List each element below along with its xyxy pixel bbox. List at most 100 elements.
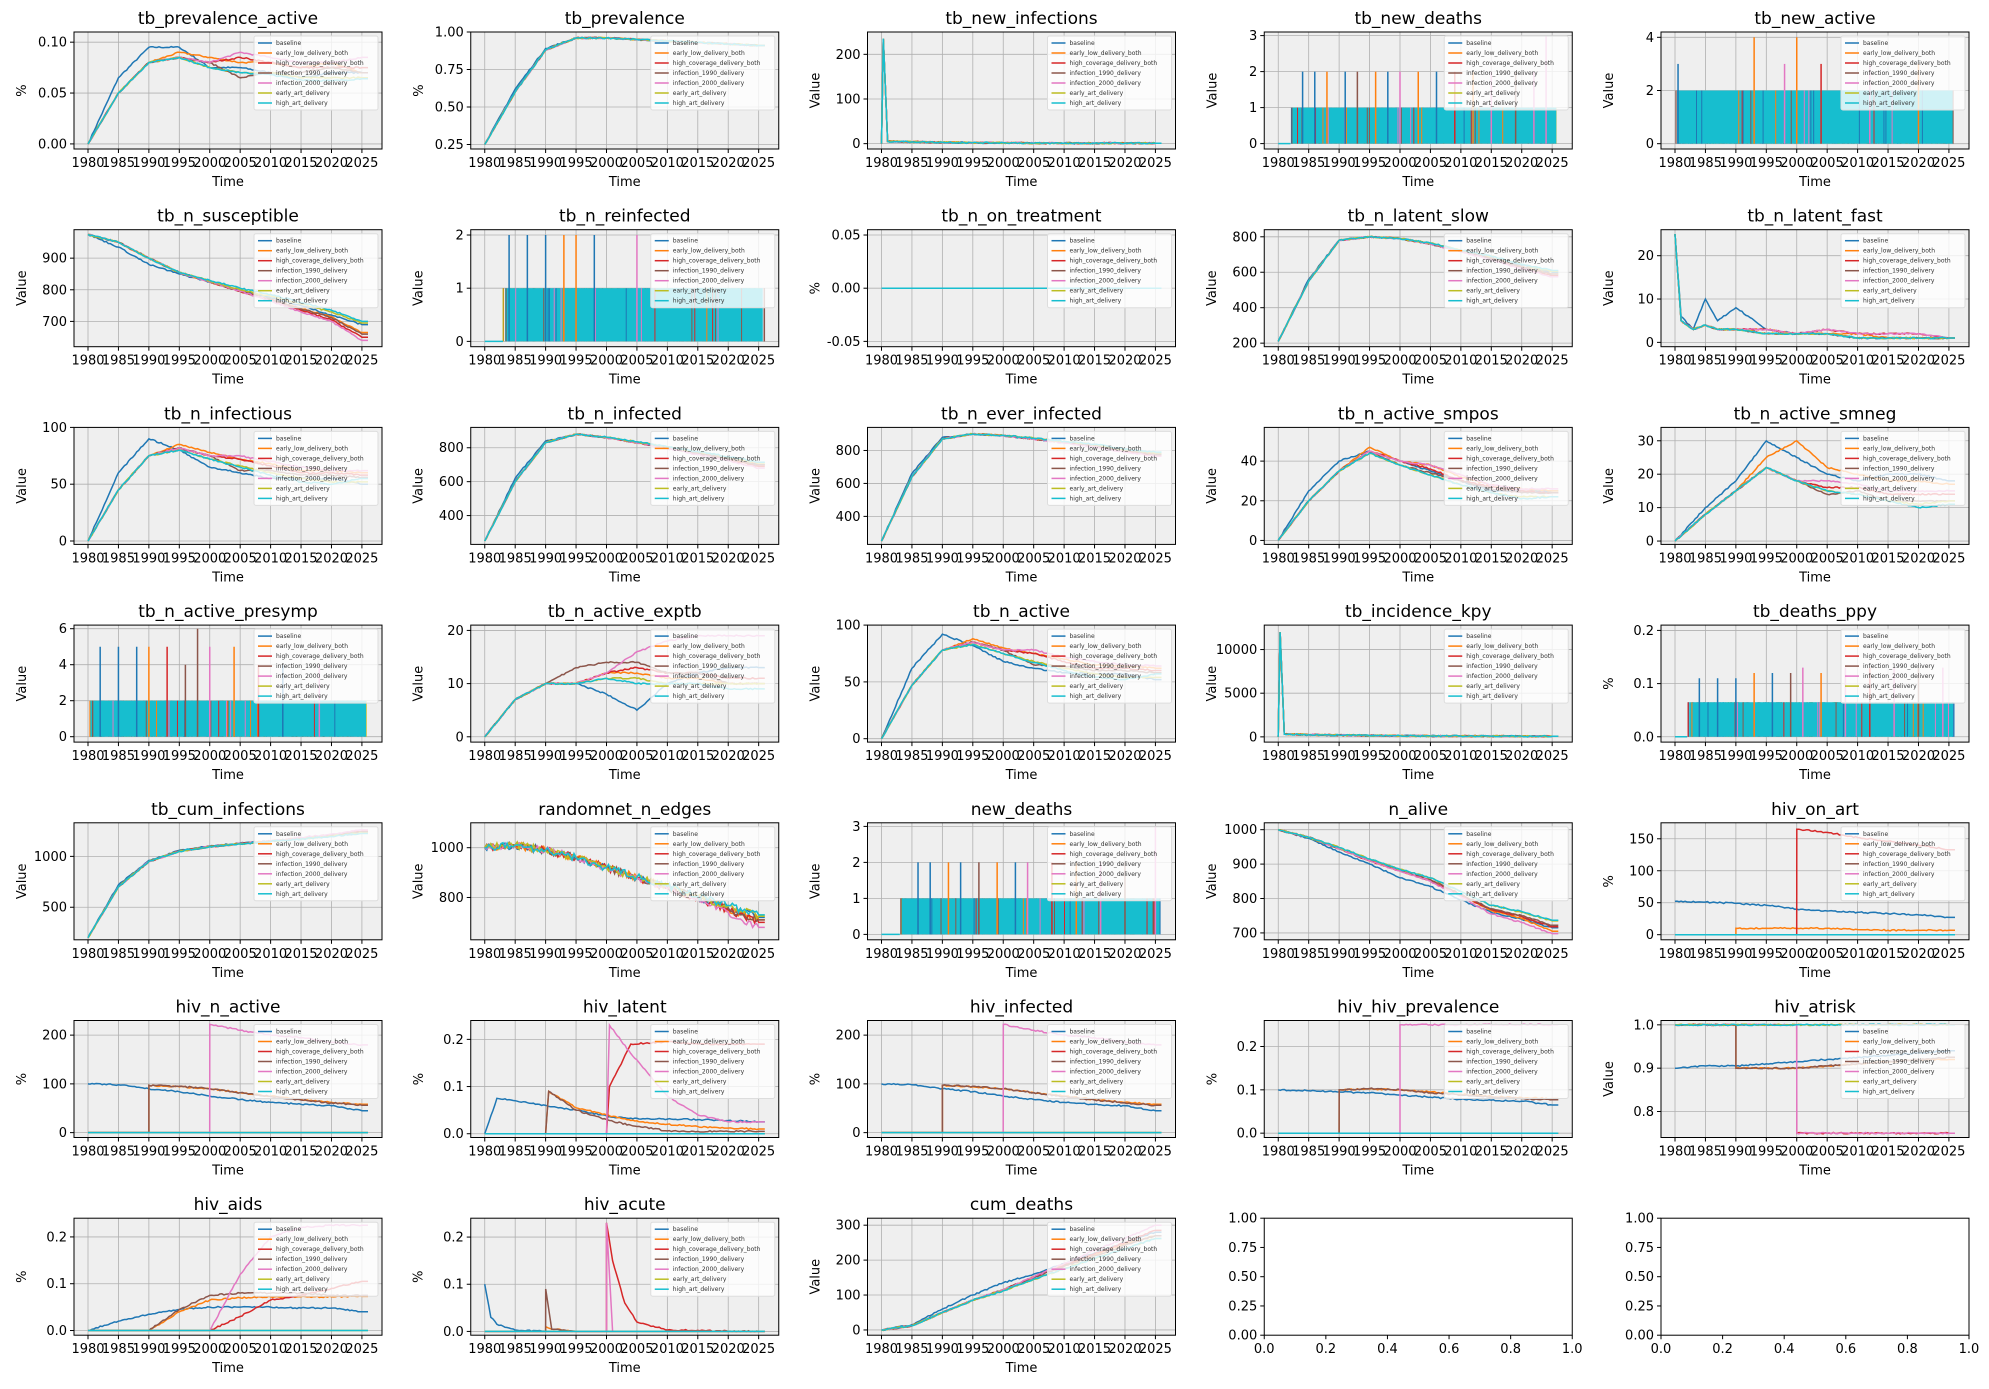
y-tick-label: 800 [42, 283, 67, 298]
x-tick-label: 1995 [560, 354, 593, 369]
legend-label: early_art_delivery [673, 288, 727, 295]
legend-box [650, 35, 776, 111]
y-tick-label: 0.25 [435, 138, 464, 153]
event-band-high_art_delivery [901, 898, 1160, 935]
x-tick-label: 2000 [987, 1342, 1020, 1357]
y-axis-label: Value [15, 468, 30, 504]
x-tick-label: 2015 [1475, 749, 1508, 764]
x-tick-label: 1985 [102, 749, 135, 764]
x-tick-label: 2000 [1780, 551, 1813, 566]
legend-label: infection_1990_delivery [1863, 663, 1935, 670]
legend-label: high_coverage_delivery_both [276, 1049, 364, 1056]
x-tick-label: 1995 [163, 1145, 196, 1160]
x-tick-label: 1995 [1353, 156, 1386, 171]
x-tick-label: 0.2 [1316, 1342, 1337, 1357]
x-tick-label: 2010 [1841, 354, 1874, 369]
x-tick-label: 2025 [1139, 551, 1172, 566]
x-tick-label: 2005 [224, 749, 257, 764]
legend-label: early_low_delivery_both [276, 1236, 348, 1243]
ticks: 1980198519901995200020052010201520202025… [827, 229, 1176, 369]
y-tick-label: 100 [836, 1289, 861, 1304]
legend: baseline early_low_delivery_both high_cove… [1840, 826, 1966, 902]
y-tick-label: 200 [42, 1029, 67, 1044]
legend-label: high_art_delivery [673, 495, 725, 502]
legend-label: high_coverage_delivery_both [673, 1049, 761, 1056]
legend-label: infection_1990_delivery [1070, 465, 1142, 472]
x-axis-label: Time [1005, 1361, 1038, 1376]
x-tick-label: 0.4 [1774, 1342, 1795, 1357]
y-tick-label: 0.2 [443, 1033, 464, 1048]
legend-label: high_art_delivery [276, 100, 328, 107]
y-axis-label: % [412, 1271, 427, 1283]
x-tick-label: 2010 [1841, 749, 1874, 764]
axes-frame [867, 426, 1176, 545]
y-axis-label: Value [15, 863, 30, 899]
subplot-hiv_hiv_prevalence: 1980198519901995200020052010201520202025… [1205, 998, 1573, 1179]
x-tick-label: 1985 [1689, 354, 1722, 369]
x-tick-label: 2000 [193, 551, 226, 566]
x-tick-label: 1995 [163, 156, 196, 171]
chart-title: n_alive [1388, 800, 1448, 820]
x-tick-label: 1995 [956, 749, 989, 764]
axes-background [1264, 1218, 1573, 1336]
legend-box [650, 1024, 776, 1099]
axes-frame [867, 1020, 1176, 1138]
legend-label: early_art_delivery [1863, 1079, 1917, 1086]
subplot-hiv_n_active: 1980198519901995200020052010201520202025… [15, 998, 383, 1179]
x-axis-label: Time [1005, 966, 1038, 981]
legend-label: early_art_delivery [1070, 1079, 1124, 1086]
x-axis-label: Time [211, 768, 244, 783]
x-tick-label: 2005 [1414, 354, 1447, 369]
x-tick-label: 2005 [224, 1145, 257, 1160]
legend-label: early_low_delivery_both [1466, 445, 1538, 452]
legend-label: high_art_delivery [673, 1089, 725, 1096]
subplot-cum_deaths: 1980198519901995200020052010201520202025… [809, 1195, 1176, 1376]
legend-label: baseline [276, 40, 301, 47]
y-tick-label: 200 [836, 1029, 861, 1044]
legend-label: baseline [1863, 435, 1888, 442]
legend-label: infection_2000_delivery [276, 1266, 348, 1273]
x-tick-label: 2020 [1108, 551, 1141, 566]
legend-box [1840, 35, 1966, 111]
legend-label: infection_2000_delivery [673, 673, 745, 680]
chart-title: tb_incidence_kpy [1345, 602, 1492, 622]
legend-label: early_low_delivery_both [1466, 50, 1538, 57]
legend: baseline early_low_delivery_both high_cove… [1047, 826, 1172, 902]
x-axis-label: Time [608, 1164, 641, 1179]
x-tick-label: 2010 [651, 551, 684, 566]
legend-label: infection_2000_delivery [1070, 1266, 1142, 1273]
x-tick-label: 2020 [712, 947, 745, 962]
x-tick-label: 1995 [1353, 749, 1386, 764]
y-tick-label: 600 [836, 477, 861, 492]
x-tick-label: 1985 [102, 156, 135, 171]
x-tick-label: 1995 [560, 1342, 593, 1357]
x-tick-label: 1995 [163, 947, 196, 962]
x-tick-label: 2000 [590, 1145, 623, 1160]
y-tick-label: 0.1 [443, 1278, 464, 1293]
x-tick-label: 1980 [865, 156, 898, 171]
chart-title: hiv_latent [583, 998, 667, 1018]
legend: baseline early_low_delivery_both high_cove… [650, 628, 776, 704]
y-tick-label: 4 [59, 658, 67, 673]
legend-label: early_art_delivery [276, 881, 330, 888]
x-tick-label: 2005 [1414, 1145, 1447, 1160]
y-tick-label: 500 [42, 901, 67, 916]
y-tick-label: 0.50 [1625, 1270, 1654, 1285]
chart-title: randomnet_n_edges [538, 800, 711, 820]
legend-label: early_low_delivery_both [1070, 50, 1142, 57]
axes-frame [1660, 31, 1970, 150]
x-tick-label: 2010 [651, 1342, 684, 1357]
x-tick-label: 1990 [132, 749, 165, 764]
x-tick-label: 1980 [1658, 354, 1691, 369]
legend-label: high_art_delivery [1466, 693, 1518, 700]
legend-label: early_low_delivery_both [1070, 445, 1142, 452]
x-axis-label: Time [1798, 373, 1831, 388]
y-axis-label: % [15, 1073, 30, 1085]
x-tick-label: 2000 [987, 354, 1020, 369]
axes-frame [73, 624, 383, 743]
x-tick-label: 2000 [1780, 156, 1813, 171]
y-tick-label: 0.8 [1633, 1105, 1654, 1120]
x-tick-label: 2005 [620, 156, 653, 171]
chart-title: hiv_acute [584, 1195, 666, 1215]
y-tick-label: 0 [1646, 137, 1654, 152]
